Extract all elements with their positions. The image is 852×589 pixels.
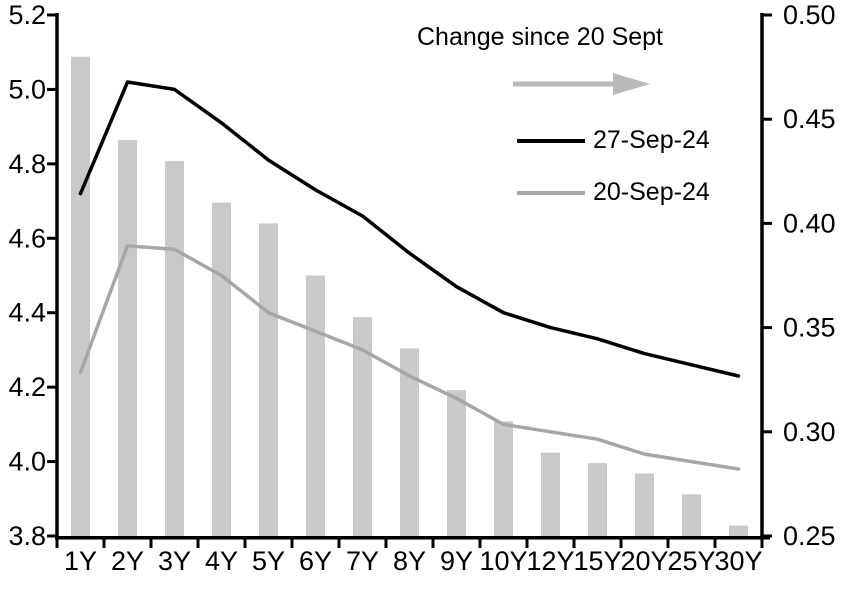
right-tick-label: 0.40 [783, 208, 836, 238]
left-tick-label: 4.8 [8, 149, 46, 179]
bar-2Y [118, 140, 137, 536]
bar-6Y [306, 275, 325, 536]
change-arrow-icon [513, 73, 650, 95]
x-label-1Y: 1Y [64, 546, 97, 576]
left-tick-label: 4.2 [8, 372, 46, 402]
x-label-25Y: 25Y [667, 546, 715, 576]
bar-10Y [494, 421, 513, 536]
x-label-9Y: 9Y [440, 546, 473, 576]
left-tick-label: 5.2 [8, 0, 46, 30]
left-tick-label: 4.4 [8, 298, 46, 328]
legend-label-27-sep: 27-Sep-24 [593, 126, 710, 154]
x-label-12Y: 12Y [526, 546, 574, 576]
legend-title: Change since 20 Sept [416, 23, 663, 51]
left-tick-label: 4.6 [8, 223, 46, 253]
bar-3Y [165, 160, 184, 536]
x-label-4Y: 4Y [205, 546, 238, 576]
x-label-6Y: 6Y [299, 546, 332, 576]
x-label-7Y: 7Y [346, 546, 379, 576]
x-label-20Y: 20Y [620, 546, 668, 576]
line-20-Sep-24 [78, 243, 741, 471]
bar-12Y [541, 452, 560, 536]
line-sample-27-sep [517, 138, 585, 143]
bar-25Y [682, 494, 701, 536]
bar-30Y [729, 525, 748, 536]
x-label-15Y: 15Y [573, 546, 621, 576]
right-tick-label: 0.35 [783, 313, 836, 343]
line-sample-20-sep [517, 190, 585, 195]
right-tick-label: 0.25 [783, 521, 836, 551]
right-tick-label: 0.45 [783, 104, 836, 134]
x-label-30Y: 30Y [714, 546, 762, 576]
x-label-2Y: 2Y [111, 546, 144, 576]
bar-4Y [212, 202, 231, 536]
left-tick-label: 3.8 [8, 521, 46, 551]
left-tick-label: 4.0 [8, 447, 46, 477]
bar-15Y [588, 463, 607, 536]
x-label-3Y: 3Y [158, 546, 191, 576]
right-tick-label: 0.30 [783, 417, 836, 447]
x-label-10Y: 10Y [479, 546, 527, 576]
bar-1Y [71, 56, 90, 536]
legend-entry-27-sep: 27-Sep-24 [517, 126, 710, 155]
line-27-Sep-24 [78, 80, 741, 378]
x-label-5Y: 5Y [252, 546, 285, 576]
bar-8Y [400, 348, 419, 536]
bar-5Y [259, 223, 278, 536]
legend-entry-20-sep: 20-Sep-24 [517, 178, 710, 207]
right-tick-label: 0.50 [783, 0, 836, 30]
left-tick-label: 5.0 [8, 74, 46, 104]
bar-9Y [447, 390, 466, 536]
legend-label-20-sep: 20-Sep-24 [593, 178, 710, 206]
bar-7Y [353, 317, 372, 536]
x-label-8Y: 8Y [393, 546, 426, 576]
bar-20Y [635, 473, 654, 536]
